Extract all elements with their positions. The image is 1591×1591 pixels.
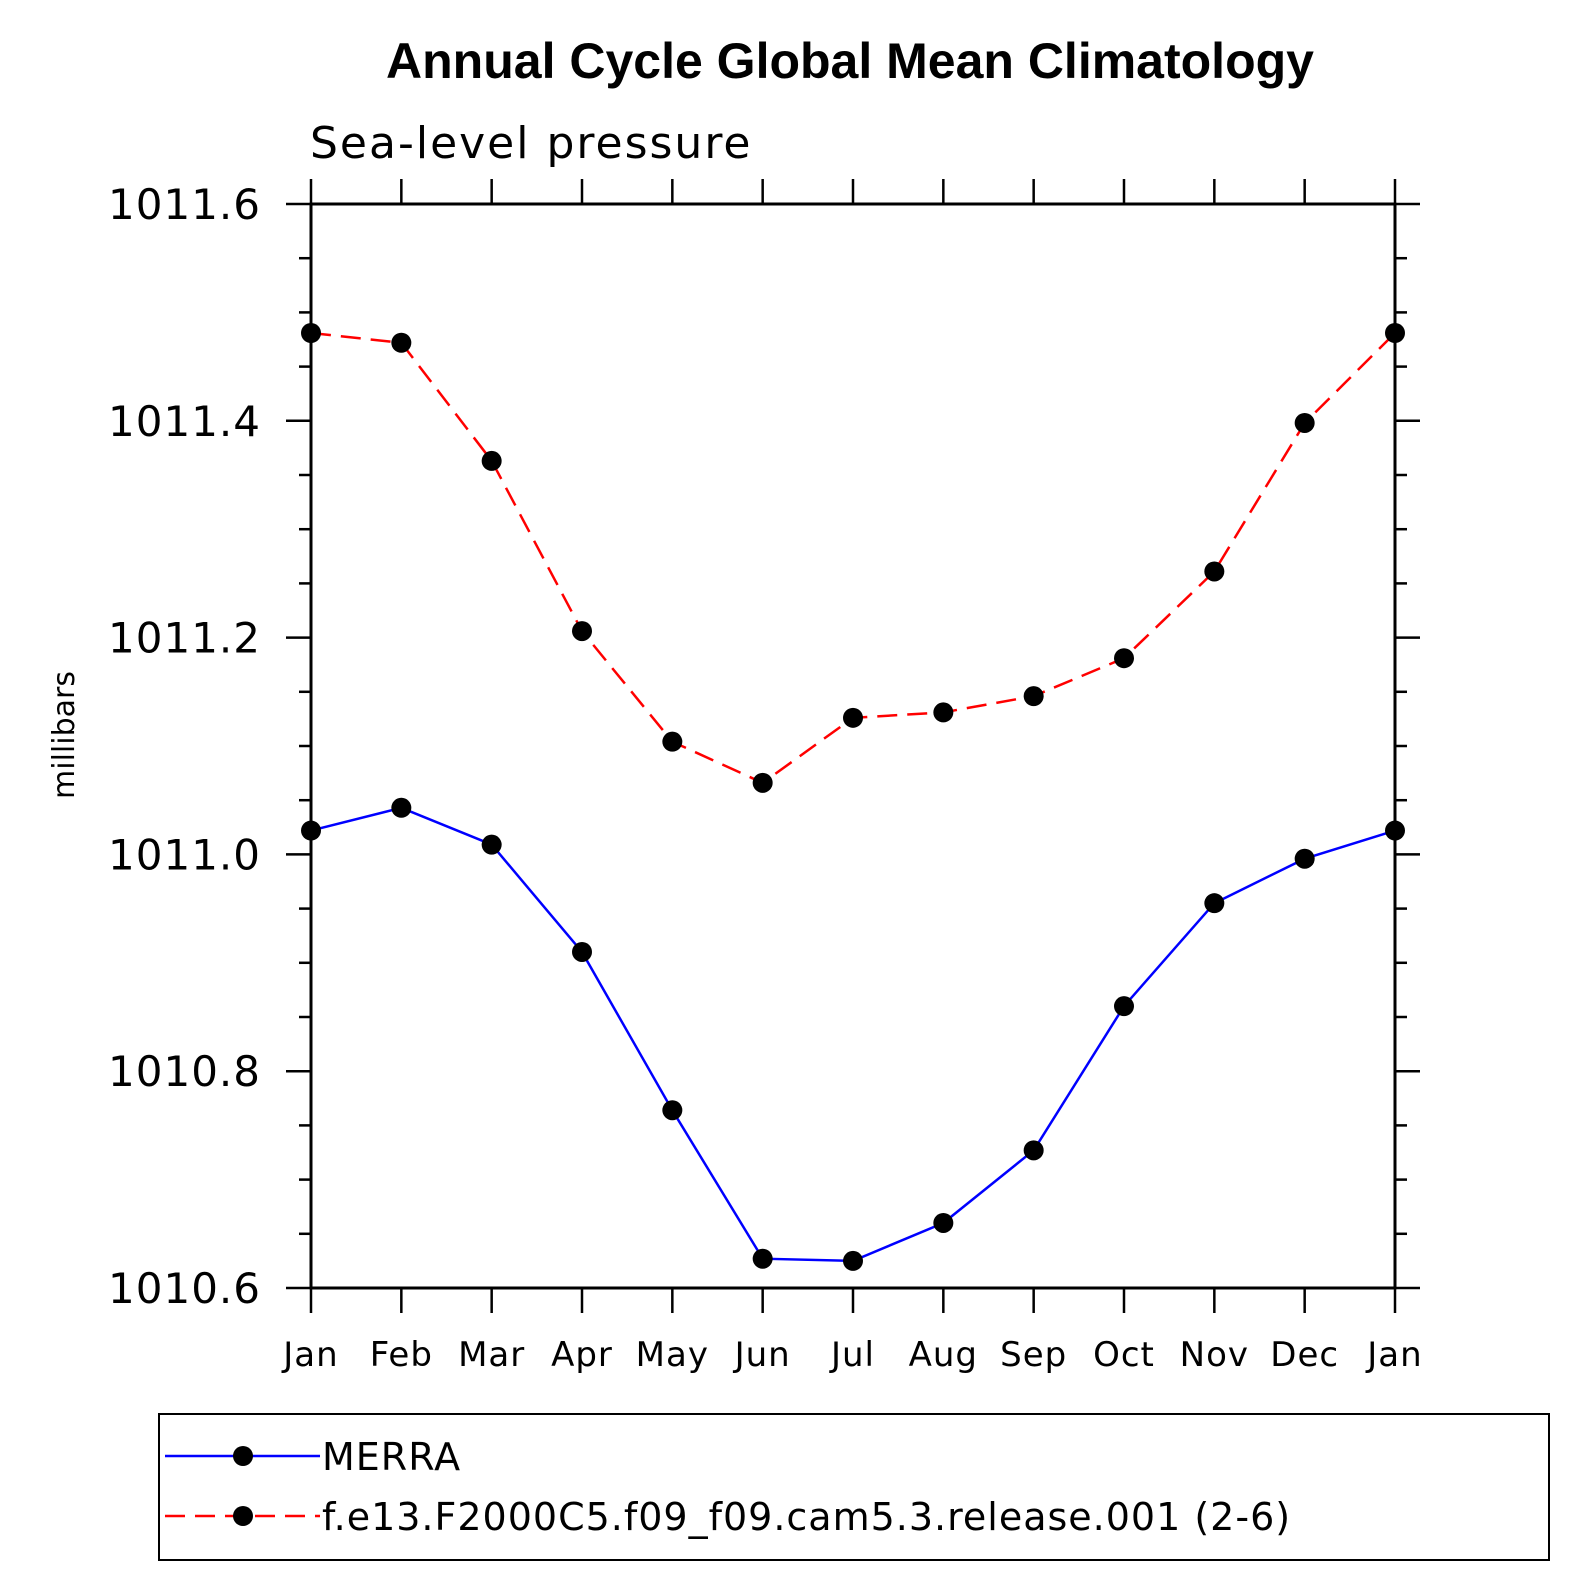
data-point-s0-0	[301, 820, 321, 841]
data-point-s0-11	[1294, 848, 1315, 869]
y-axis-label: millibars	[47, 671, 82, 799]
data-point-s1-1	[391, 332, 412, 353]
x-tick-label: Jun	[733, 1335, 791, 1375]
data-point-s1-10	[1204, 561, 1225, 582]
x-tick-label: Sep	[1000, 1335, 1067, 1375]
data-point-s0-8	[1023, 1140, 1044, 1161]
series-line-0	[310, 806, 1396, 1263]
data-point-s1-9	[1114, 648, 1134, 669]
data-point-s0-6	[843, 1250, 863, 1271]
data-point-s1-2	[481, 450, 502, 471]
data-point-s1-8	[1023, 686, 1044, 707]
x-tick-label: Nov	[1180, 1335, 1249, 1375]
x-tick-label: May	[636, 1335, 709, 1375]
legend-marker-cam5	[233, 1506, 253, 1526]
data-point-s0-3	[572, 941, 592, 962]
data-point-s0-5	[752, 1248, 773, 1269]
x-tick-label: Apr	[551, 1335, 613, 1375]
x-tick-label: Mar	[458, 1335, 525, 1375]
chart-subtitle: Sea-level pressure	[310, 118, 753, 169]
legend-box	[158, 1413, 1550, 1561]
data-point-s1-5	[752, 772, 773, 793]
data-point-s0-10	[1204, 893, 1225, 914]
x-tick-label: Feb	[370, 1335, 433, 1375]
y-tick-labels: 1010.6 1010.8 1011.0 1011.2 1011.4 1011.6	[108, 180, 261, 1313]
series-markers	[301, 322, 1405, 1271]
y-tick-label: 1010.6	[108, 1264, 261, 1313]
data-point-s1-7	[933, 702, 954, 723]
data-point-s0-2	[481, 834, 502, 855]
data-point-s1-4	[662, 731, 683, 752]
data-point-s0-7	[933, 1212, 954, 1233]
chart-title: Annual Cycle Global Mean Climatology	[386, 33, 1314, 89]
y-tick-label: 1011.4	[108, 397, 261, 446]
data-point-s1-11	[1294, 412, 1315, 433]
x-tick-label: Aug	[909, 1335, 978, 1375]
legend-label-merra: MERRA	[322, 1435, 461, 1479]
data-point-s1-3	[572, 621, 592, 642]
data-point-s1-0	[301, 322, 321, 343]
x-tick-label: Jul	[829, 1335, 875, 1375]
x-tick-label: Jan	[1365, 1335, 1422, 1375]
y-tick-label: 1011.2	[108, 614, 261, 663]
y-tick-label: 1011.6	[108, 180, 261, 229]
data-point-s0-4	[662, 1100, 683, 1121]
data-point-s0-1	[391, 797, 412, 818]
series-lines	[310, 331, 1396, 1263]
plot-frame	[309, 202, 1397, 1290]
legend-marker-merra	[233, 1446, 253, 1466]
x-tick-label: Dec	[1270, 1335, 1339, 1375]
legend: MERRA f.e13.F2000C5.f09_f09.cam5.3.relea…	[158, 1413, 1550, 1561]
legend-label-cam5: f.e13.F2000C5.f09_f09.cam5.3.release.001…	[322, 1495, 1291, 1539]
x-tick-label: Oct	[1093, 1335, 1155, 1375]
data-point-s0-12	[1385, 820, 1405, 841]
x-tick-label: Jan	[281, 1335, 338, 1375]
grid-ticks	[286, 179, 1420, 1313]
y-tick-label: 1011.0	[108, 830, 261, 879]
data-point-s1-6	[843, 707, 863, 728]
x-tick-labels: Jan Feb Mar Apr May Jun Jul Aug Sep Oct Nov Dec Jan	[281, 1335, 1422, 1375]
y-tick-label: 1010.8	[108, 1047, 261, 1096]
data-point-s0-9	[1114, 996, 1134, 1017]
data-point-s1-12	[1385, 322, 1405, 343]
